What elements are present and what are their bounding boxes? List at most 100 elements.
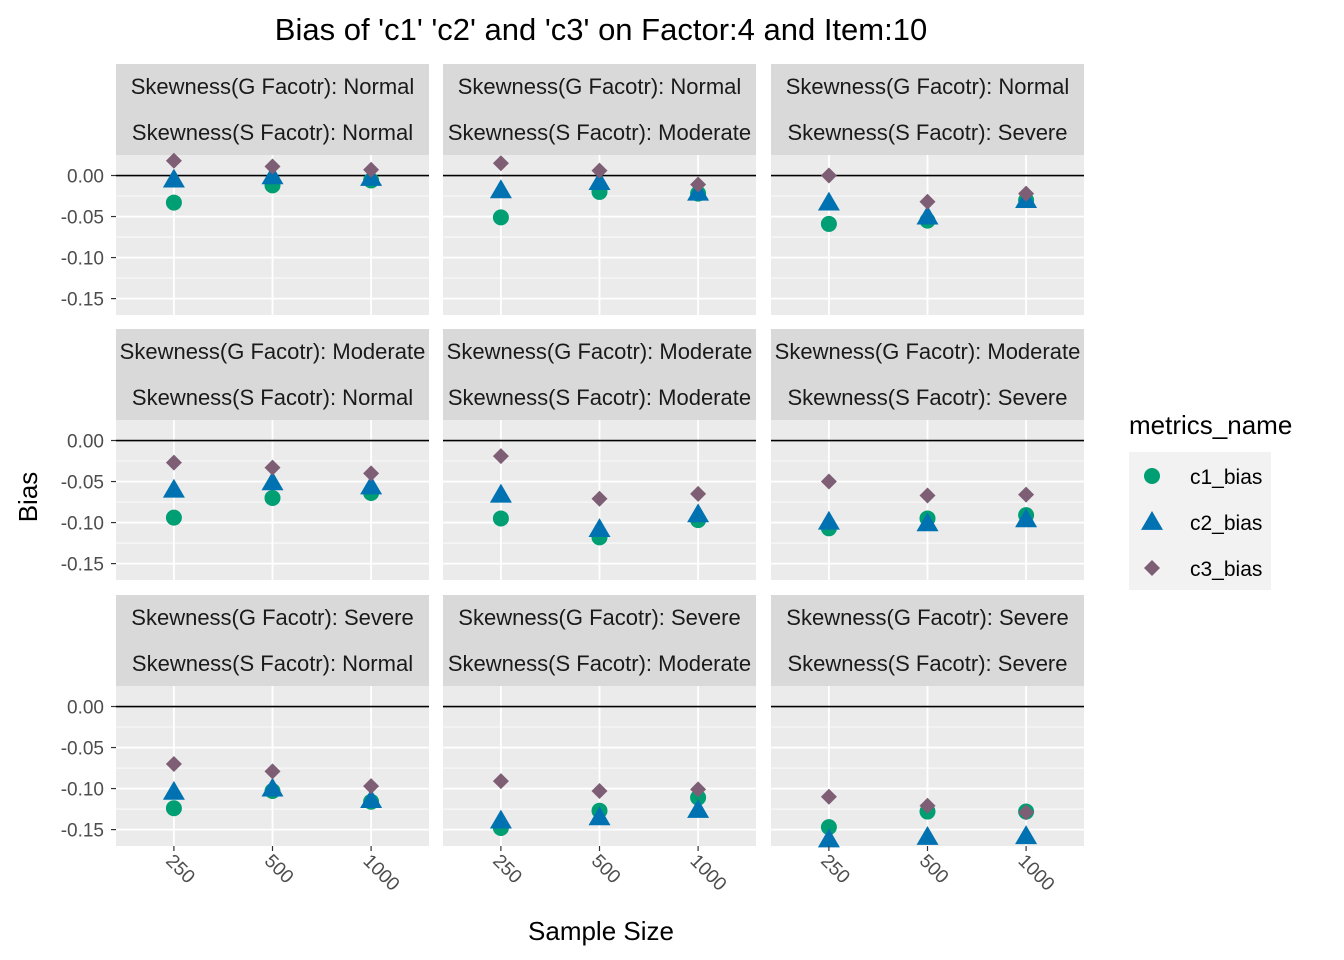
y-tick-label: -0.05	[61, 208, 104, 229]
x-tick-label: 500	[915, 851, 952, 888]
c3_bias-point	[690, 176, 707, 193]
c3_bias-point	[820, 167, 837, 184]
c3_bias-point	[165, 454, 182, 471]
c2_bias-point	[588, 806, 611, 826]
c2_bias-point	[916, 512, 939, 532]
y-tick-label: 0.00	[67, 698, 104, 719]
c2_bias-point	[360, 475, 383, 495]
c2_bias-point	[489, 179, 512, 199]
c2_bias-point	[588, 518, 611, 538]
facet-panel: Skewness(G Facotr): Severe Skewness(S Fac…	[443, 595, 756, 895]
facet-strip-label-g: Skewness(G Facotr): Moderate	[120, 339, 426, 364]
facet-strip	[116, 595, 429, 686]
c2_bias-point	[687, 503, 710, 523]
c3_bias-point	[264, 763, 281, 780]
c2_bias-point	[261, 471, 284, 491]
facet-strip-label-g: Skewness(G Facotr): Normal	[131, 74, 415, 99]
c3_bias-point	[919, 487, 936, 504]
facet-strip	[771, 64, 1084, 155]
c2_bias-point	[687, 798, 710, 818]
x-tick-label: 500	[260, 851, 297, 888]
c3_bias-point	[1018, 185, 1035, 202]
c1_bias-point	[492, 510, 509, 527]
c1_bias-point	[165, 509, 182, 526]
facet-panel: Skewness(G Facotr): Moderate Skewness(S F…	[61, 329, 429, 580]
c3_bias-point	[820, 788, 837, 805]
c2_bias-point	[261, 165, 284, 185]
facet-strip-label-g: Skewness(G Facotr): Moderate	[775, 339, 1081, 364]
y-tick-label: -0.10	[61, 780, 104, 801]
facet-strip-label-s: Skewness(S Facotr): Severe	[788, 651, 1068, 676]
c2_bias-point	[916, 825, 939, 845]
legend-label: c3_bias	[1190, 558, 1262, 581]
y-tick-label: -0.10	[61, 249, 104, 270]
c3_bias-point	[591, 162, 608, 179]
c2_bias-point	[916, 205, 939, 225]
x-axis-title: Sample Size	[528, 916, 674, 946]
c3_bias-point	[363, 161, 380, 178]
c1_bias-point	[264, 489, 281, 506]
legend-key-c3_bias	[1144, 560, 1160, 576]
facet-strip	[771, 595, 1084, 686]
y-tick-label: -0.05	[61, 473, 104, 494]
c3_bias-point	[919, 193, 936, 210]
facet-strip-label-g: Skewness(G Facotr): Severe	[458, 605, 740, 630]
facet-panel: Skewness(G Facotr): Moderate Skewness(S F…	[443, 329, 756, 580]
c3_bias-point	[690, 485, 707, 502]
facet-panel: Skewness(G Facotr): Severe Skewness(S Fac…	[61, 595, 429, 895]
facet-strip	[771, 329, 1084, 420]
c1_bias-point	[165, 194, 182, 211]
facet-strip	[116, 64, 429, 155]
facet-strip	[443, 329, 756, 420]
facet-strip-label-s: Skewness(S Facotr): Normal	[132, 651, 413, 676]
facet-panel: Skewness(G Facotr): Normal Skewness(S Fac…	[443, 64, 756, 315]
chart-title: Bias of 'c1' 'c2' and 'c3' on Factor:4 a…	[275, 12, 927, 47]
c2_bias-point	[817, 191, 840, 211]
facet-panels: Skewness(G Facotr): Normal Skewness(S Fac…	[61, 64, 1084, 895]
facet-strip-label-g: Skewness(G Facotr): Severe	[131, 605, 413, 630]
legend: metrics_name c1_bias c2_bias c3_bias	[1129, 410, 1292, 590]
c2_bias-point	[162, 168, 185, 188]
facet-panel: Skewness(G Facotr): Severe Skewness(S Fac…	[771, 595, 1084, 895]
c3_bias-point	[363, 778, 380, 795]
facet-strip	[116, 329, 429, 420]
c1_bias-point	[820, 215, 837, 232]
y-tick-label: -0.10	[61, 514, 104, 535]
x-tick-label: 1000	[686, 851, 731, 896]
c2_bias-point	[1015, 508, 1038, 528]
c3_bias-point	[492, 155, 509, 172]
c3_bias-point	[1018, 486, 1035, 503]
c2_bias-point	[162, 478, 185, 498]
facet-strip-label-g: Skewness(G Facotr): Moderate	[447, 339, 753, 364]
legend-key-c2_bias	[1141, 511, 1163, 530]
y-tick-label: -0.15	[61, 290, 104, 311]
legend-label: c1_bias	[1190, 466, 1262, 489]
c2_bias-point	[588, 171, 611, 190]
facet-panel: Skewness(G Facotr): Normal Skewness(S Fac…	[61, 64, 429, 315]
y-tick-label: -0.15	[61, 821, 104, 842]
x-tick-label: 250	[488, 851, 525, 888]
c2_bias-point	[162, 780, 185, 800]
c2_bias-point	[489, 483, 512, 503]
facet-panel: Skewness(G Facotr): Moderate Skewness(S F…	[771, 329, 1084, 580]
c1_bias-point	[820, 819, 837, 836]
c2_bias-point	[360, 789, 383, 808]
facet-strip-label-g: Skewness(G Facotr): Normal	[458, 74, 742, 99]
c3_bias-point	[363, 465, 380, 482]
y-tick-label: -0.05	[61, 739, 104, 760]
x-tick-label: 250	[816, 851, 853, 888]
c3_bias-point	[264, 459, 281, 476]
facet-strip-label-s: Skewness(S Facotr): Normal	[132, 385, 413, 410]
legend-label: c2_bias	[1190, 512, 1262, 535]
facet-strip-label-s: Skewness(S Facotr): Severe	[788, 385, 1068, 410]
c1_bias-point	[690, 789, 707, 806]
facet-strip-label-s: Skewness(S Facotr): Moderate	[448, 385, 751, 410]
c3_bias-point	[264, 158, 281, 175]
x-tick-label: 250	[161, 851, 198, 888]
facet-strip	[443, 595, 756, 686]
facet-strip	[443, 64, 756, 155]
facet-strip-label-s: Skewness(S Facotr): Moderate	[448, 120, 751, 145]
c3_bias-point	[591, 783, 608, 800]
x-tick-label: 1000	[359, 851, 404, 896]
facet-strip-label-s: Skewness(S Facotr): Normal	[132, 120, 413, 145]
